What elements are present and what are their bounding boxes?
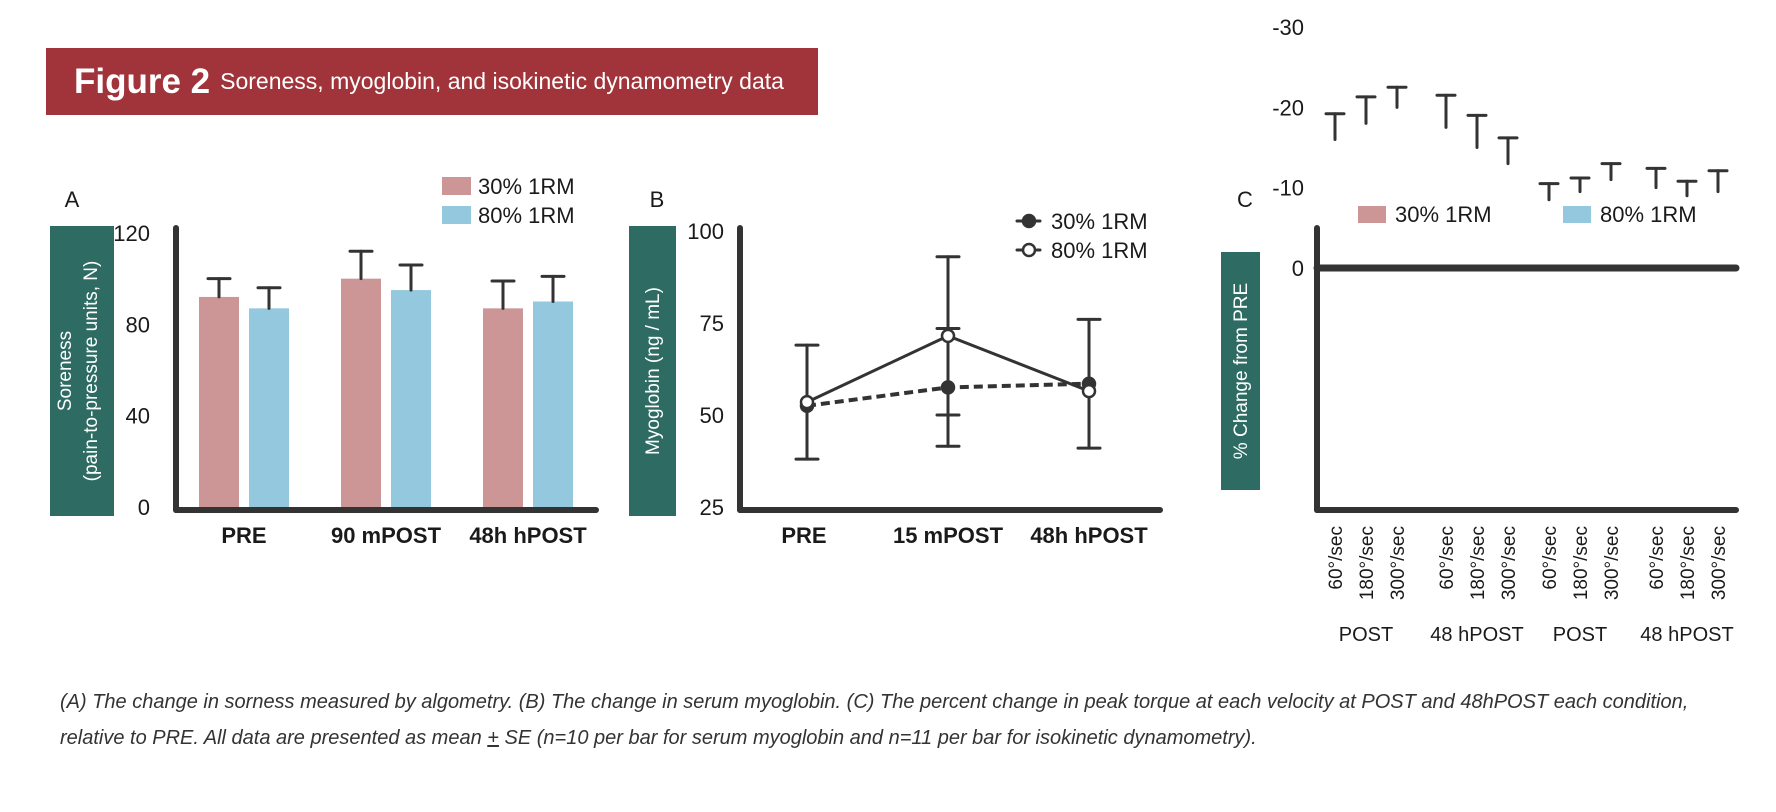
panel-c-velocity-label: 60°/sec bbox=[1647, 526, 1668, 590]
panel-c-group-label: POST bbox=[1339, 624, 1393, 646]
panel-c-ytick: -30 bbox=[1272, 15, 1304, 40]
panel-c-velocity-label: 180°/sec bbox=[1468, 526, 1489, 600]
panel-b-legend-label: 80% 1RM bbox=[1051, 238, 1148, 263]
panel-c-velocity-label: 300°/sec bbox=[1388, 526, 1409, 600]
panel-c-velocity-label: 60°/sec bbox=[1540, 526, 1561, 590]
panel-c-legend-swatch bbox=[1358, 206, 1386, 223]
panel-c-velocity-label: 180°/sec bbox=[1357, 526, 1378, 600]
panel-a-legend-label: 80% 1RM bbox=[478, 203, 575, 228]
panel-c-velocity-label: 300°/sec bbox=[1602, 526, 1623, 600]
panel-a-bar-30 bbox=[199, 296, 239, 507]
panel-c-velocity-label: 300°/sec bbox=[1499, 526, 1520, 600]
caption-line-2-end: SE (n=10 per bar for serum myoglobin and… bbox=[498, 727, 1257, 749]
panel-b-point-30 bbox=[940, 380, 956, 395]
panel-a-bar-80 bbox=[391, 290, 431, 507]
panel-b-legend-label: 30% 1RM bbox=[1051, 209, 1148, 234]
panel-b-xtick: PRE bbox=[781, 523, 826, 548]
panel-a-letter: A bbox=[65, 187, 80, 212]
panel-c-ylabel-box bbox=[1221, 252, 1260, 490]
panel-c-velocity-label: 180°/sec bbox=[1678, 526, 1699, 600]
panel-c-ytick: -20 bbox=[1272, 95, 1304, 120]
panel-a-xtick: 48h hPOST bbox=[469, 523, 587, 548]
panel-c-legend-label: 80% 1RM bbox=[1600, 202, 1697, 227]
panel-c-letter: C bbox=[1237, 187, 1253, 212]
panel-a-bar-80 bbox=[249, 308, 289, 507]
caption-line-2-start: relative to PRE. All data are presented … bbox=[60, 727, 488, 749]
panel-a-xtick: PRE bbox=[221, 523, 266, 548]
figure-label: Figure 2 bbox=[74, 61, 211, 101]
panel-b-legend-marker bbox=[1021, 242, 1037, 258]
panel-b-xtick: 15 mPOST bbox=[893, 523, 1004, 548]
panel-a-legend-swatch bbox=[442, 206, 471, 224]
panel-b-ytick: 100 bbox=[687, 219, 724, 244]
panel-a-legend-swatch bbox=[442, 177, 471, 195]
caption-line-2: relative to PRE. All data are presented … bbox=[60, 720, 1720, 756]
panel-a-ytick: 40 bbox=[126, 404, 150, 429]
panel-c-velocity-label: 180°/sec bbox=[1571, 526, 1592, 600]
panel-a-ylabel-box bbox=[50, 226, 114, 516]
panel-b-point-80 bbox=[940, 328, 956, 344]
plus-minus-sign: + bbox=[487, 727, 499, 749]
panel-c-ytick: -10 bbox=[1272, 176, 1304, 201]
figure-subtitle: Soreness, myoglobin, and isokinetic dyna… bbox=[220, 68, 784, 94]
panel-a-ytick: 0 bbox=[138, 495, 150, 520]
panel-b-letter: B bbox=[650, 187, 665, 212]
panel-c-group-label: 48 hPOST bbox=[1640, 624, 1733, 646]
panel-a-ylabel-line2: (pain-to-pressure units, N) bbox=[81, 261, 102, 482]
panel-b-ytick: 75 bbox=[700, 311, 724, 336]
panel-a-xtick: 90 mPOST bbox=[331, 523, 442, 548]
panel-b-ylabel-box bbox=[629, 226, 676, 516]
panel-b-legend-marker bbox=[1021, 213, 1037, 229]
panel-a-bar-80 bbox=[533, 301, 573, 507]
panel-c-ylabel: % Change from PRE bbox=[1231, 283, 1252, 459]
panel-b-xtick: 48h hPOST bbox=[1030, 523, 1148, 548]
panel-a-ytick: 120 bbox=[113, 221, 150, 246]
panel-a-ytick: 80 bbox=[126, 312, 150, 337]
panel-b-ytick: 25 bbox=[700, 495, 724, 520]
figure-banner: Figure 2 Soreness, myoglobin, and isokin… bbox=[46, 48, 818, 115]
panel-b-ylabel: Myoglobin (ng / mL) bbox=[643, 287, 664, 455]
panel-c-legend-swatch bbox=[1563, 206, 1591, 223]
panel-c-group-label: 48 hPOST bbox=[1430, 624, 1523, 646]
panel-c-group-label: POST bbox=[1553, 624, 1607, 646]
panel-b-point-80 bbox=[1081, 383, 1097, 399]
panel-a-bar-30 bbox=[341, 278, 381, 507]
panel-b-ytick: 50 bbox=[700, 403, 724, 428]
figure-caption: (A) The change in sorness measured by al… bbox=[60, 684, 1720, 756]
panel-c-ytick: 0 bbox=[1292, 256, 1304, 281]
panel-c-velocity-label: 300°/sec bbox=[1709, 526, 1730, 600]
panel-a-ylabel-line1: Soreness bbox=[55, 331, 76, 411]
panel-c-legend-label: 30% 1RM bbox=[1395, 202, 1492, 227]
panel-a-legend-label: 30% 1RM bbox=[478, 174, 575, 199]
caption-line-1: (A) The change in sorness measured by al… bbox=[60, 691, 1689, 713]
panel-a-bar-30 bbox=[483, 308, 523, 507]
panel-c-velocity-label: 60°/sec bbox=[1326, 526, 1347, 590]
panel-c-velocity-label: 60°/sec bbox=[1437, 526, 1458, 590]
panel-b-point-80 bbox=[799, 394, 815, 410]
